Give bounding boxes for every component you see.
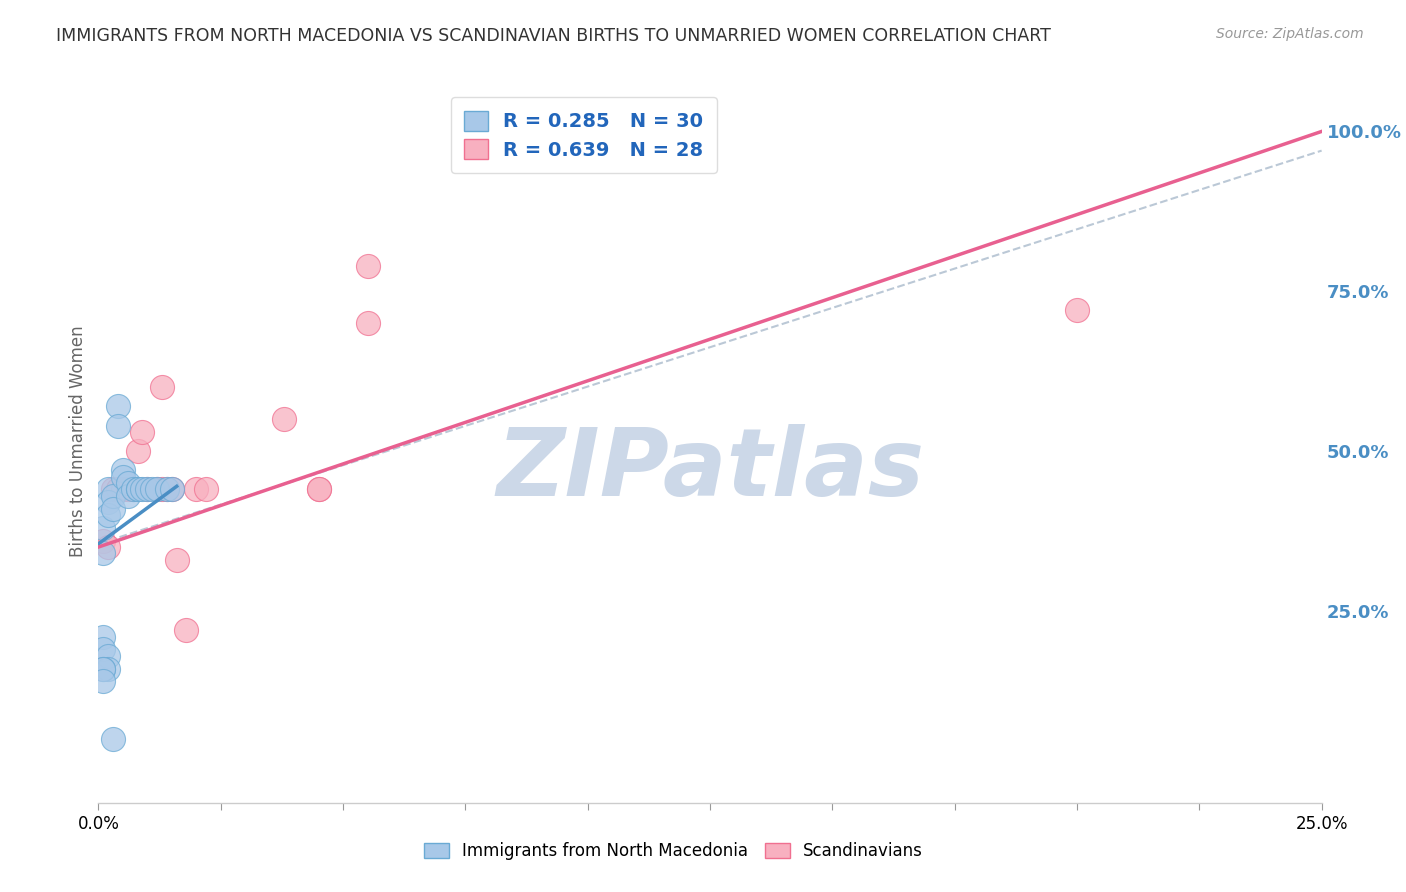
Point — [101, 489, 124, 503]
Point — [127, 444, 149, 458]
Point — [97, 648, 120, 663]
Point — [91, 642, 114, 657]
Point — [160, 483, 183, 497]
Point — [356, 259, 378, 273]
Point — [117, 476, 139, 491]
Point — [101, 483, 124, 497]
Point — [97, 661, 120, 675]
Point — [91, 661, 114, 675]
Point — [91, 521, 114, 535]
Point — [478, 144, 501, 158]
Point — [101, 501, 124, 516]
Point — [127, 483, 149, 497]
Point — [91, 546, 114, 560]
Point — [478, 144, 501, 158]
Text: ZIPatlas: ZIPatlas — [496, 425, 924, 516]
Point — [136, 483, 159, 497]
Point — [91, 630, 114, 644]
Point — [107, 483, 129, 497]
Point — [141, 483, 163, 497]
Point — [121, 483, 143, 497]
Point — [156, 483, 179, 497]
Point — [111, 469, 134, 483]
Point — [136, 483, 159, 497]
Point — [91, 674, 114, 689]
Point — [308, 483, 330, 497]
Text: IMMIGRANTS FROM NORTH MACEDONIA VS SCANDINAVIAN BIRTHS TO UNMARRIED WOMEN CORREL: IMMIGRANTS FROM NORTH MACEDONIA VS SCAND… — [56, 27, 1052, 45]
Point — [101, 731, 124, 746]
Point — [111, 463, 134, 477]
Point — [107, 418, 129, 433]
Point — [107, 400, 129, 414]
Point — [146, 483, 169, 497]
Legend: Immigrants from North Macedonia, Scandinavians: Immigrants from North Macedonia, Scandin… — [418, 836, 929, 867]
Point — [111, 483, 134, 497]
Point — [97, 540, 120, 554]
Point — [146, 483, 169, 497]
Point — [127, 483, 149, 497]
Point — [97, 483, 120, 497]
Point — [91, 533, 114, 548]
Point — [273, 412, 295, 426]
Point — [117, 483, 139, 497]
Text: Source: ZipAtlas.com: Source: ZipAtlas.com — [1216, 27, 1364, 41]
Point — [91, 661, 114, 675]
Point — [97, 495, 120, 509]
Point — [127, 483, 149, 497]
Point — [156, 483, 179, 497]
Point — [150, 380, 173, 394]
Point — [176, 623, 198, 637]
Point — [1066, 303, 1088, 318]
Point — [160, 483, 183, 497]
Point — [356, 316, 378, 330]
Point — [121, 483, 143, 497]
Point — [131, 425, 153, 439]
Point — [150, 483, 173, 497]
Point — [166, 553, 188, 567]
Point — [117, 489, 139, 503]
Point — [97, 508, 120, 522]
Point — [195, 483, 218, 497]
Point — [308, 483, 330, 497]
Point — [186, 483, 208, 497]
Point — [131, 483, 153, 497]
Y-axis label: Births to Unmarried Women: Births to Unmarried Women — [69, 326, 87, 558]
